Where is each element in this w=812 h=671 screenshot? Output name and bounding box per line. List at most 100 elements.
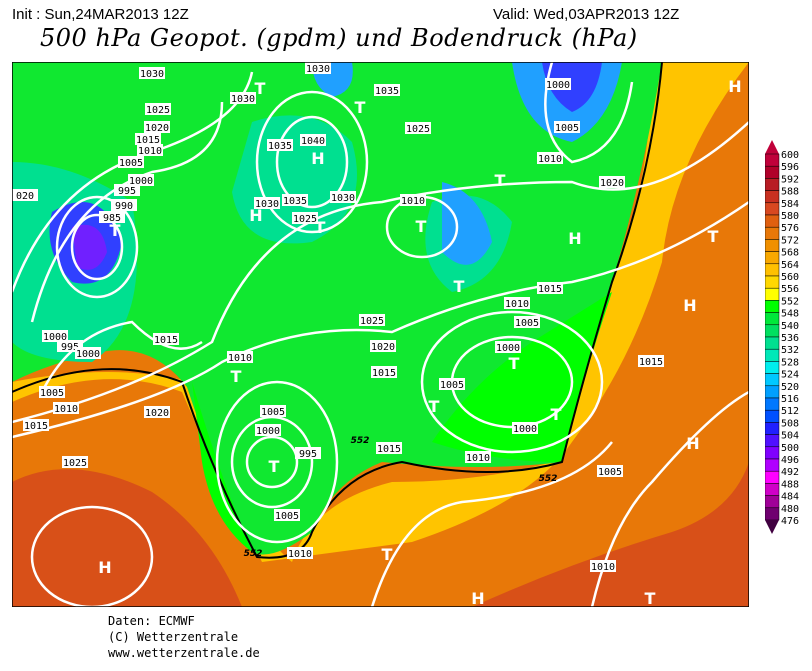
isobar-label: 985 — [99, 211, 125, 224]
isobar-label: 1030 — [230, 92, 256, 105]
svg-text:995: 995 — [118, 186, 136, 197]
data-source: Daten: ECMWF — [108, 614, 195, 628]
colorbar-swatch — [765, 263, 780, 277]
svg-text:1015: 1015 — [538, 284, 562, 295]
svg-text:1010: 1010 — [54, 404, 78, 415]
isobar-label: 1020 — [144, 406, 170, 419]
svg-text:1005: 1005 — [440, 380, 464, 391]
colorbar-swatch — [765, 507, 780, 521]
init-time: Init : Sun,24MAR2013 12Z — [12, 6, 189, 23]
colorbar-label: 536 — [781, 333, 799, 344]
svg-text:1020: 1020 — [371, 342, 395, 353]
svg-text:1020: 1020 — [600, 178, 624, 189]
colorbar-label: 600 — [781, 150, 799, 161]
colorbar-label: 584 — [781, 199, 799, 210]
colorbar-swatch — [765, 300, 780, 313]
isobar-label: 020 — [12, 189, 38, 202]
colorbar-label: 492 — [781, 467, 799, 478]
colorbar-swatch — [765, 165, 780, 179]
colorbar-label: 516 — [781, 394, 799, 405]
colorbar-swatch — [765, 190, 780, 204]
isobar-label: 1015 — [638, 355, 664, 368]
low-pressure-marker: T — [429, 397, 440, 416]
colorbar-swatch — [765, 495, 780, 509]
svg-text:1020: 1020 — [145, 123, 169, 134]
colorbar-label: 508 — [781, 418, 799, 429]
colorbar-swatch — [765, 373, 780, 387]
isobar-label: 1025 — [62, 456, 88, 469]
svg-text:1025: 1025 — [406, 124, 430, 135]
low-pressure-marker: T — [255, 79, 266, 98]
isobar-label: 995 — [114, 184, 140, 197]
isobar-label: 1005 — [439, 378, 465, 391]
isobar-label: 1010 — [465, 451, 491, 464]
colorbar-label: 588 — [781, 187, 799, 198]
svg-text:1010: 1010 — [466, 453, 490, 464]
isobar-label: 1010 — [137, 144, 163, 157]
colorbar-swatch — [765, 361, 780, 374]
svg-text:1040: 1040 — [301, 136, 325, 147]
svg-text:020: 020 — [16, 191, 34, 202]
colorbar-label: 592 — [781, 174, 799, 185]
isobar-label: 1005 — [597, 465, 623, 478]
colorbar-arrow-bottom — [765, 520, 779, 534]
geopotential-label: 552 — [539, 474, 558, 484]
colorbar-label: 548 — [781, 309, 799, 320]
svg-text:990: 990 — [115, 201, 133, 212]
colorbar-swatch — [765, 336, 780, 350]
isobar-label: 1015 — [23, 419, 49, 432]
colorbar-swatch — [765, 446, 780, 460]
colorbar-label: 532 — [781, 345, 799, 356]
low-pressure-marker: T — [269, 457, 280, 476]
colorbar-swatch — [765, 287, 780, 301]
svg-text:1000: 1000 — [76, 349, 100, 360]
isobar-label: 1030 — [139, 67, 165, 80]
map-title: 500 hPa Geopot. (gpdm) und Bodendruck (h… — [40, 24, 638, 52]
isobar-label: 1010 — [227, 351, 253, 364]
svg-text:1015: 1015 — [24, 421, 48, 432]
svg-text:1025: 1025 — [293, 214, 317, 225]
colorbar-label: 488 — [781, 479, 799, 490]
colorbar-swatch — [765, 483, 780, 496]
low-pressure-marker: T — [645, 589, 656, 607]
colorbar-swatch — [765, 397, 780, 411]
isobar-label: 1020 — [599, 176, 625, 189]
svg-text:1015: 1015 — [372, 368, 396, 379]
svg-text:995: 995 — [299, 449, 317, 460]
colorbar-arrow-top — [765, 140, 779, 154]
colorbar-label: 568 — [781, 248, 799, 259]
isobar-label: 1025 — [359, 314, 385, 327]
colorbar-swatch — [765, 226, 780, 240]
field-purple — [72, 224, 107, 270]
colorbar-label: 560 — [781, 272, 799, 283]
svg-text:1020: 1020 — [145, 408, 169, 419]
colorbar-label: 484 — [781, 492, 799, 503]
colorbar-label: 504 — [781, 431, 799, 442]
colorbar-swatch — [765, 324, 780, 338]
svg-text:1000: 1000 — [513, 424, 537, 435]
svg-text:1010: 1010 — [138, 146, 162, 157]
colorbar-swatch — [765, 275, 780, 289]
svg-text:1010: 1010 — [538, 154, 562, 165]
colorbar-swatch — [765, 422, 780, 435]
svg-text:1005: 1005 — [275, 511, 299, 522]
high-pressure-marker: H — [568, 229, 581, 248]
isobar-label: 1035 — [374, 84, 400, 97]
isobar-label: 1010 — [53, 402, 79, 415]
colorbar-swatch — [765, 312, 780, 326]
svg-text:1035: 1035 — [268, 141, 292, 152]
low-pressure-marker: T — [315, 218, 326, 237]
geopotential-label: 552 — [351, 436, 370, 446]
isobar-label: 1005 — [554, 121, 580, 134]
isobar-label: 1005 — [260, 405, 286, 418]
colorbar-label: 596 — [781, 162, 799, 173]
isobar-label: 1020 — [370, 340, 396, 353]
colorbar-label: 556 — [781, 284, 799, 295]
svg-text:1025: 1025 — [360, 316, 384, 327]
colorbar-swatch — [765, 385, 780, 399]
isobar-label: 1010 — [504, 297, 530, 310]
svg-text:1025: 1025 — [63, 458, 87, 469]
low-pressure-marker: T — [495, 171, 506, 190]
colorbar-swatch — [765, 470, 780, 484]
low-pressure-marker: T — [551, 405, 562, 424]
